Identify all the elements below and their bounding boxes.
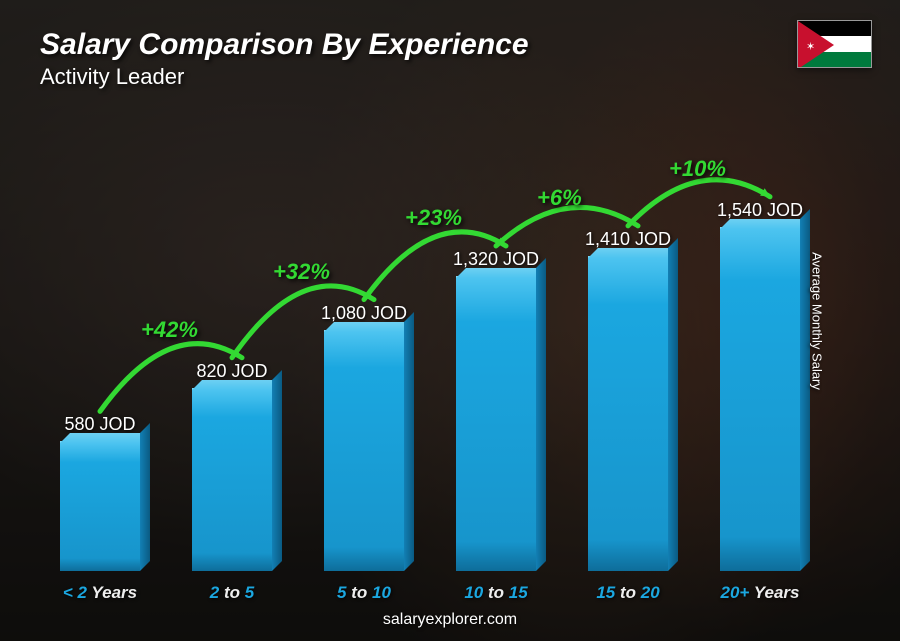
growth-percentage: +10% — [669, 156, 726, 182]
chart-title: Salary Comparison By Experience — [40, 28, 860, 62]
bar-x-label: 5 to 10 — [337, 583, 391, 603]
footer-source: salaryexplorer.com — [383, 611, 517, 629]
flag-star-icon: ✶ — [806, 40, 815, 53]
chart-container: Salary Comparison By Experience Activity… — [0, 0, 900, 641]
bar-x-label: 2 to 5 — [210, 583, 254, 603]
bar-x-label: < 2 Years — [63, 583, 137, 603]
bar-x-label: 15 to 20 — [596, 583, 659, 603]
chart-subtitle: Activity Leader — [40, 64, 860, 90]
growth-arrow-icon — [40, 131, 820, 571]
bar-chart: 580 JOD< 2 Years820 JOD2 to 51,080 JOD5 … — [40, 131, 820, 571]
country-flag-jordan: ✶ — [797, 20, 872, 68]
flag-triangle — [798, 21, 834, 68]
bar-x-label: 10 to 15 — [464, 583, 527, 603]
y-axis-label: Average Monthly Salary — [810, 252, 825, 390]
bar-x-label: 20+ Years — [721, 583, 800, 603]
